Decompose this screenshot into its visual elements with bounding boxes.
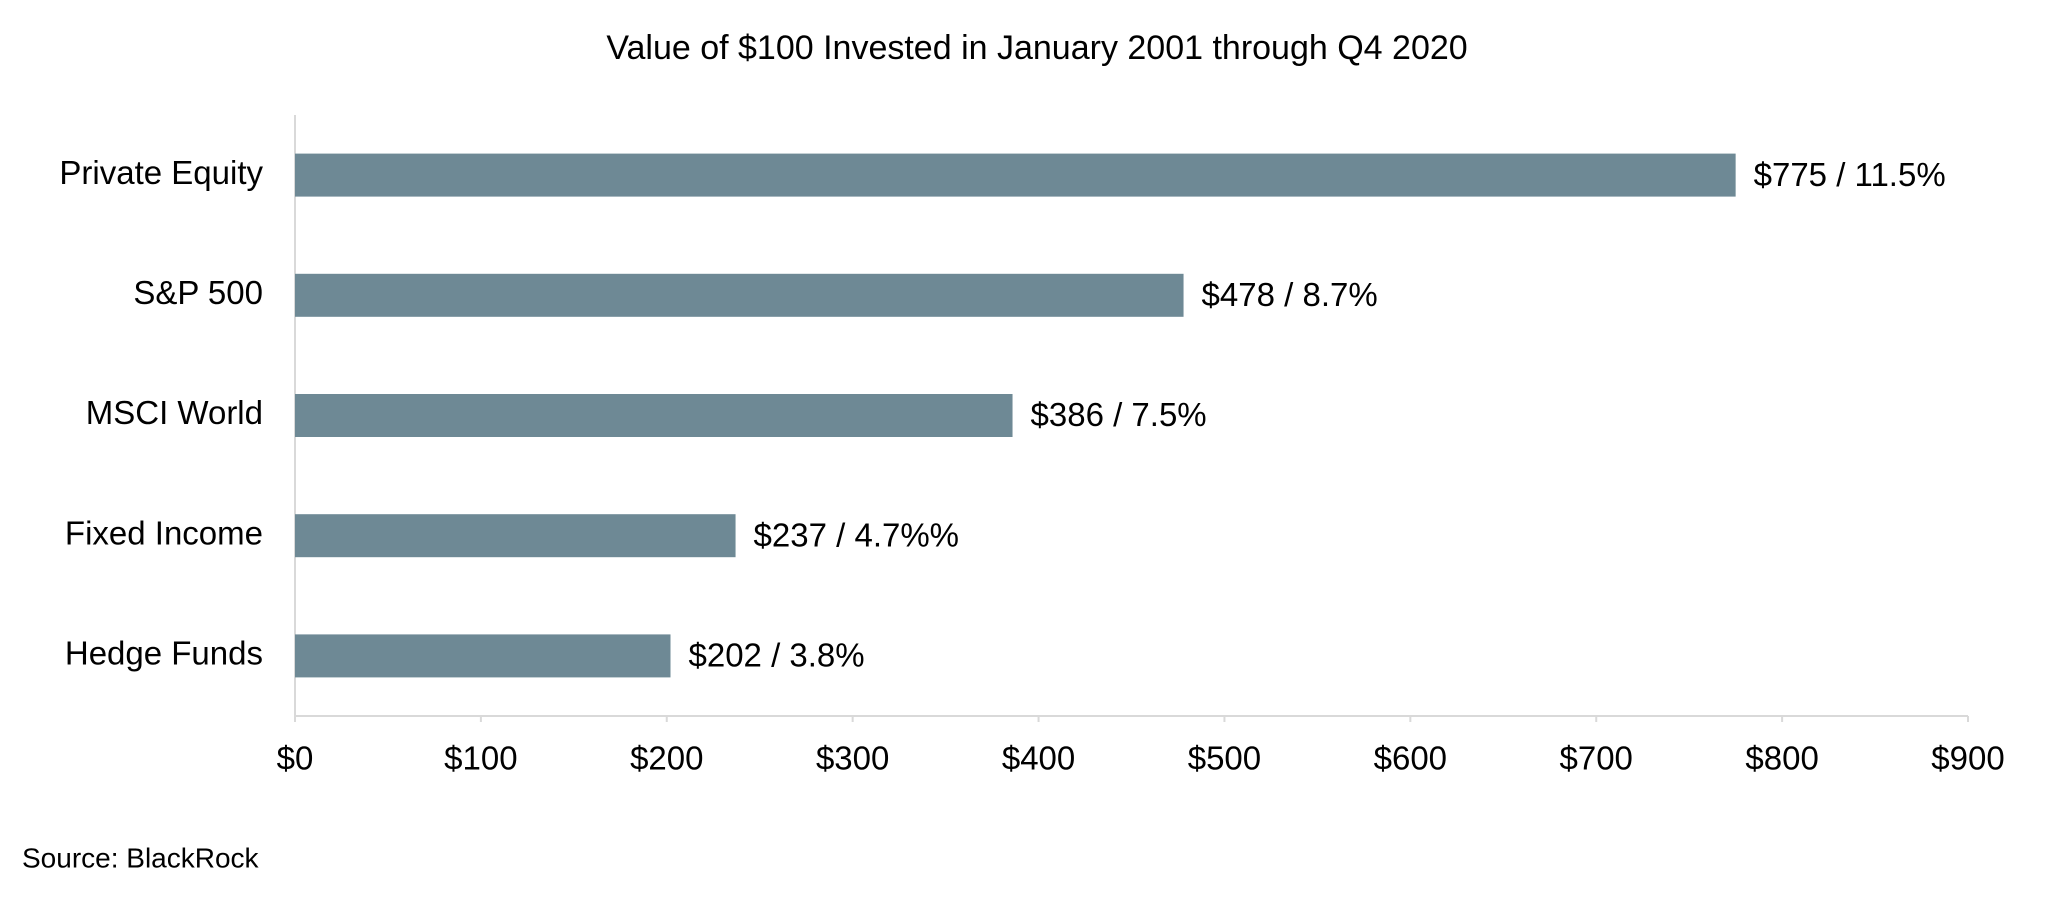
x-tick-label: $600 bbox=[1374, 740, 1447, 777]
x-tick-label: $900 bbox=[1931, 740, 2004, 777]
y-tick-label: Fixed Income bbox=[65, 514, 263, 551]
y-tick-label: Private Equity bbox=[59, 154, 263, 191]
x-tick-label: $700 bbox=[1560, 740, 1633, 777]
source-note: Source: BlackRock bbox=[22, 842, 260, 873]
value-label: $237 / 4.7%% bbox=[754, 516, 959, 553]
bar bbox=[295, 273, 1184, 317]
value-label: $202 / 3.8% bbox=[688, 637, 864, 674]
bar bbox=[295, 514, 736, 558]
value-label: $386 / 7.5% bbox=[1031, 396, 1207, 433]
y-tick-label: MSCI World bbox=[86, 394, 263, 431]
bar bbox=[295, 634, 671, 678]
y-tick-label: Hedge Funds bbox=[65, 635, 263, 672]
x-tick-label: $400 bbox=[1002, 740, 1075, 777]
value-label: $775 / 11.5% bbox=[1754, 156, 1946, 193]
x-tick-label: $100 bbox=[444, 740, 517, 777]
x-tick-label: $0 bbox=[277, 740, 314, 777]
x-tick-label: $200 bbox=[630, 740, 703, 777]
bar bbox=[295, 394, 1013, 437]
y-tick-label: S&P 500 bbox=[133, 274, 263, 311]
chart-title: Value of $100 Invested in January 2001 t… bbox=[606, 29, 1467, 67]
x-tick-label: $500 bbox=[1188, 740, 1261, 777]
value-label: $478 / 8.7% bbox=[1202, 276, 1378, 313]
x-tick-label: $800 bbox=[1745, 740, 1818, 777]
bar bbox=[295, 153, 1736, 197]
x-tick-label: $300 bbox=[816, 740, 889, 777]
